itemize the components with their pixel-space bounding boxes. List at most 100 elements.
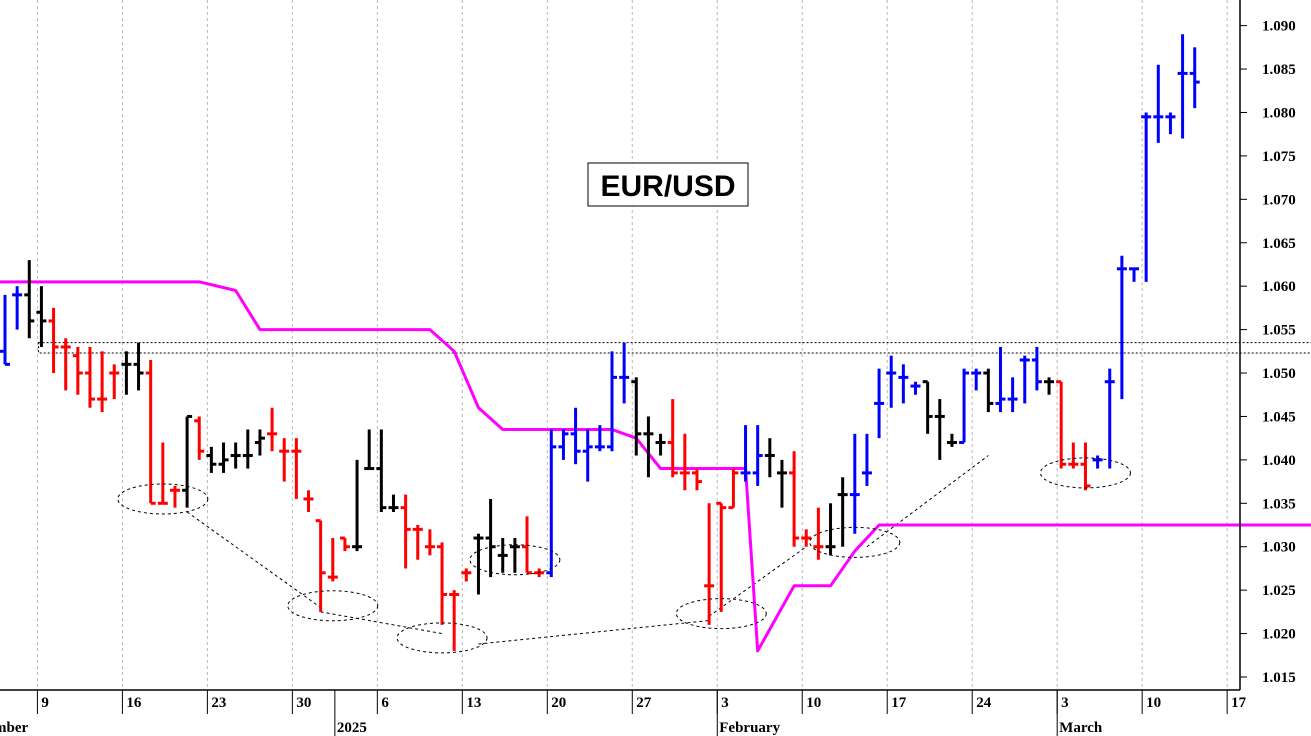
annotation-ellipse [809,526,901,558]
ohlc-bar [412,525,423,560]
ohlc-bar [1044,377,1055,395]
ohlc-bar [230,442,241,469]
ohlc-bar [218,442,229,473]
ohlc-bar [546,429,557,578]
ohlc-bar [291,438,302,499]
ohlc-bar [84,346,95,408]
ohlc-bar [959,368,970,445]
x-tick-label: 10 [806,695,821,711]
ohlc-bar [801,529,812,547]
x-tick-label: 9 [41,695,49,711]
annotation-ellipse [396,622,488,654]
gridlines [36,0,1228,690]
title-box: EUR/USD [587,162,749,207]
ohlc-bar [1068,442,1079,469]
annotation-ellipse [675,598,767,630]
ohlc-bar [267,407,278,452]
y-tick-label: 1.080 [1262,105,1296,121]
ohlc-bar [254,429,265,456]
ohlc-bar [849,433,860,534]
x-tick-label: 16 [126,695,141,711]
ohlc-bar [570,407,581,465]
ohlc-bar [1165,112,1176,135]
ohlc-bar [1031,346,1042,391]
x-tick-label: 3 [1061,695,1069,711]
ohlc-bar [121,351,132,395]
ohlc-bar [716,501,727,612]
ohlc-bar [1177,34,1188,139]
y-tick-label: 1.090 [1262,19,1296,35]
y-tick-label: 1.040 [1262,453,1296,469]
trend-line-layer [0,280,1311,653]
ohlc-bar [655,433,666,456]
y-tick-label: 1.070 [1262,192,1296,208]
ohlc-bar [934,399,945,460]
ohlc-bar [522,516,533,575]
month-label: February [719,720,780,736]
ohlc-bar [995,346,1006,413]
y-tick-label: 1.035 [1262,496,1296,512]
ohlc-bar [12,286,23,330]
ohlc-bar [206,446,217,473]
y-tick-label: 1.050 [1262,366,1296,382]
ohlc-bar [1080,442,1091,491]
ohlc-bar [1189,47,1200,109]
ohlc-bar [424,529,435,556]
ohlc-bar [145,359,156,505]
ohlc-bar [1019,355,1030,404]
ohlc-bar [752,425,763,486]
y-tick-label: 1.015 [1262,670,1296,686]
chart-title: EUR/USD [600,170,735,203]
ohlc-bar [789,451,800,547]
ohlc-bar [631,377,642,456]
ohlc-bar [582,429,593,482]
annotation-dashed-line [478,620,710,645]
ohlc-bar [740,425,751,482]
ohlc-bar [983,368,994,413]
annotation-dashed-line [708,546,807,617]
x-tick-label: 20 [551,695,566,711]
month-label: 2025 [337,720,367,736]
ohlc-bar [946,433,957,447]
ohlc-bar [1116,255,1127,400]
ohlc-bar [667,399,678,478]
ohlc-bar [910,381,921,395]
ohlc-bar [679,433,690,491]
ohlc-bar [24,260,35,339]
y-tick-label: 1.030 [1262,540,1296,556]
ohlc-bar [898,364,909,404]
month-label: March [1059,720,1103,736]
ohlc-bar [169,485,180,508]
x-tick-label: 30 [296,695,311,711]
ohlc-bar [437,542,448,625]
x-tick-label: 6 [381,695,389,711]
ohlc-bar [1104,368,1115,469]
ohlc-bar [1007,377,1018,413]
ohlc-bar [1092,455,1103,469]
ohlc-bar [60,338,71,391]
ohlc-bar [72,346,83,395]
ohlc-bar [388,494,399,512]
y-tick-label: 1.055 [1262,323,1296,339]
resistance-band-rect [38,342,1311,354]
ohlc-bar [874,368,885,439]
annotation-dashed-line [320,611,443,635]
ohlc-bar [922,380,933,434]
month-label: mber [0,720,28,736]
ohlc-bar [704,503,715,625]
annotation-ellipse [287,590,379,622]
annotation-ellipse [469,544,561,576]
resistance-band [38,342,1311,354]
ohlc-bar [971,368,982,391]
x-tick-label: 10 [1146,695,1161,711]
y-tick-label: 1.020 [1262,627,1296,643]
ohlc-bar [619,342,630,404]
ohlc-bar [558,429,569,460]
ohlc-bar [133,342,144,391]
ohlc-bar [400,494,411,569]
annotation-ellipses [117,457,1131,654]
ohlc-bar [813,507,824,560]
ohlc-bar [837,477,848,547]
x-tick-label: 27 [636,695,652,711]
